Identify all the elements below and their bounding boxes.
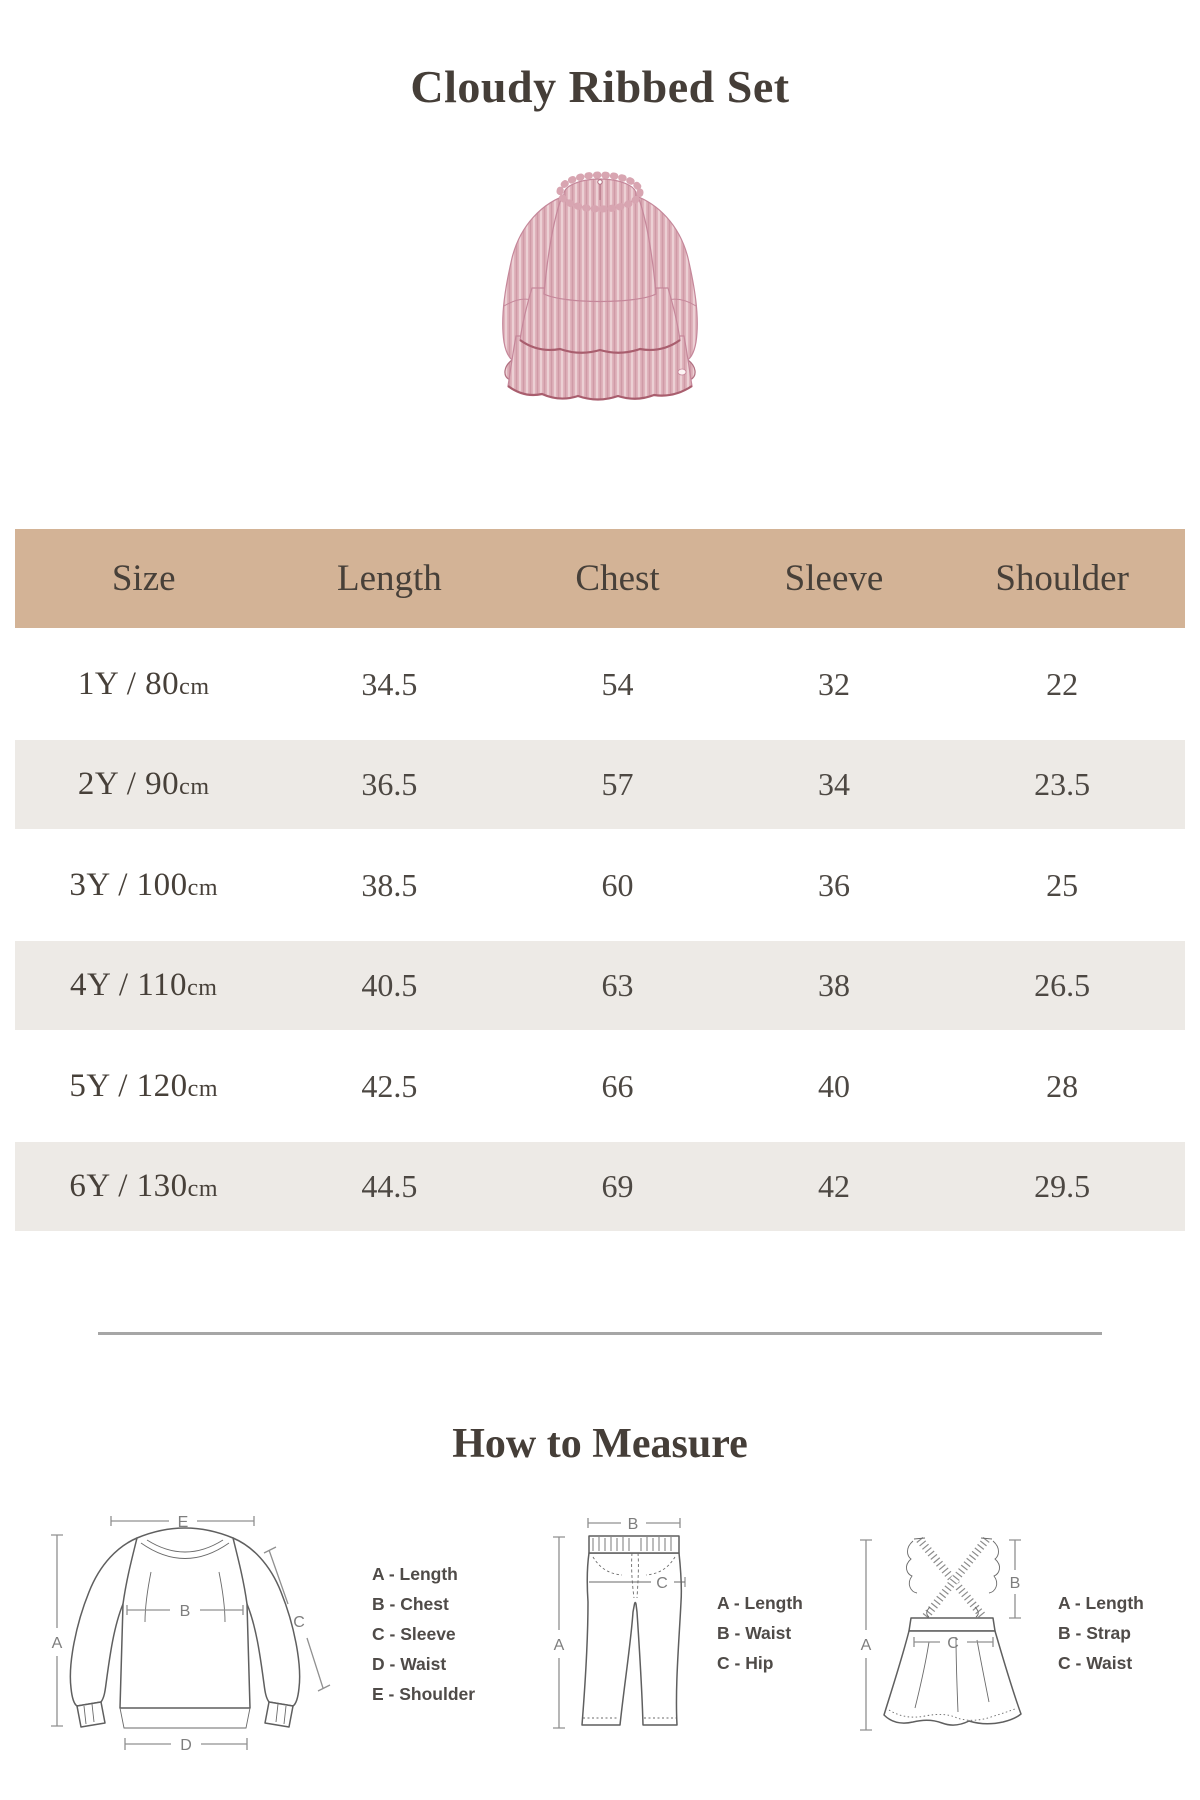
column-header-sleeve: Sleeve bbox=[784, 558, 884, 599]
size-value: 6Y / 130 bbox=[69, 1168, 188, 1204]
page-title: Cloudy Ribbed Set bbox=[410, 61, 790, 112]
table-row: 3Y / 100cm 38.5 60 36 25 bbox=[15, 829, 1185, 941]
chest-cell: 60 bbox=[601, 866, 634, 903]
size-unit: cm bbox=[179, 673, 210, 700]
shoulder-cell: 25 bbox=[1046, 866, 1079, 903]
mark-length: A bbox=[861, 1637, 872, 1654]
sleeve-cell: 34 bbox=[817, 766, 850, 802]
length-cell: 44.5 bbox=[361, 1168, 418, 1204]
pants-measure-diagram: B A C bbox=[553, 1516, 686, 1729]
size-value: 1Y / 80 bbox=[77, 665, 180, 702]
chest-cell: 54 bbox=[601, 665, 634, 702]
table-row: 6Y / 130cm 44.5 69 42 29.5 bbox=[15, 1142, 1185, 1231]
legend-item: B - Waist bbox=[717, 1623, 792, 1644]
top-measure-diagram: E A B C D bbox=[51, 1514, 331, 1754]
ribbed-top-illustration bbox=[502, 171, 698, 401]
legend-item: D - Waist bbox=[372, 1653, 447, 1674]
mark-shoulder: E bbox=[178, 1514, 189, 1531]
top-measure-legend: A - Length B - Chest C - Sleeve D - Wais… bbox=[372, 1560, 475, 1709]
length-cell: 36.5 bbox=[361, 766, 418, 802]
size-cell: 4Y / 110cm bbox=[15, 967, 272, 1004]
mark-length: A bbox=[52, 1635, 63, 1652]
mark-sleeve: C bbox=[293, 1614, 305, 1631]
table-row: 2Y / 90cm 36.5 57 34 23.5 bbox=[15, 740, 1185, 829]
size-unit: cm bbox=[187, 1075, 218, 1102]
section-divider bbox=[98, 1332, 1102, 1335]
sleeve-cell: 38 bbox=[817, 967, 850, 1003]
sweater-outline bbox=[69, 1527, 301, 1729]
size-value: 2Y / 90 bbox=[77, 766, 180, 802]
sleeve-cell: 36 bbox=[817, 866, 850, 903]
size-cell: 2Y / 90cm bbox=[15, 766, 272, 803]
size-unit: cm bbox=[187, 975, 218, 1001]
size-value: 5Y / 120 bbox=[69, 1067, 188, 1104]
column-header-chest: Chest bbox=[575, 558, 660, 599]
shoulder-cell: 29.5 bbox=[1034, 1168, 1091, 1204]
shoulder-cell: 23.5 bbox=[1034, 766, 1091, 802]
table-row: 4Y / 110cm 40.5 63 38 26.5 bbox=[15, 941, 1185, 1030]
size-unit: cm bbox=[187, 874, 218, 901]
size-table-header: Size Length Chest Sleeve Shoulder bbox=[15, 529, 1185, 628]
sleeve-cell: 42 bbox=[817, 1168, 850, 1204]
chest-cell: 57 bbox=[601, 766, 634, 802]
sleeve-cell: 32 bbox=[817, 665, 850, 702]
skirt-outline bbox=[883, 1536, 1022, 1726]
measurement-lines: E A B C D bbox=[51, 1514, 331, 1754]
size-value: 4Y / 110 bbox=[70, 967, 188, 1003]
sleeve-cell: 40 bbox=[817, 1067, 850, 1104]
shoulder-cell: 26.5 bbox=[1034, 967, 1091, 1003]
chest-cell: 63 bbox=[601, 967, 634, 1003]
legend-item: B - Strap bbox=[1058, 1623, 1131, 1644]
legend-item: A - Length bbox=[717, 1593, 803, 1614]
chest-cell: 66 bbox=[601, 1067, 634, 1104]
mark-waist: D bbox=[180, 1737, 192, 1754]
legend-item: C - Hip bbox=[717, 1652, 774, 1673]
product-image bbox=[502, 171, 698, 401]
size-cell: 5Y / 120cm bbox=[15, 1068, 272, 1105]
legend-item: C - Waist bbox=[1058, 1652, 1133, 1673]
size-cell: 1Y / 80cm bbox=[15, 666, 272, 703]
size-value: 3Y / 100 bbox=[69, 866, 188, 903]
pants-outline bbox=[581, 1535, 686, 1726]
skirt-measure-legend: A - Length B - Strap C - Waist bbox=[1058, 1589, 1144, 1678]
legend-item: A - Length bbox=[372, 1564, 458, 1585]
shoulder-cell: 28 bbox=[1046, 1067, 1079, 1104]
size-cell: 3Y / 100cm bbox=[15, 867, 272, 904]
size-unit: cm bbox=[179, 774, 210, 800]
mark-waist: C bbox=[947, 1635, 959, 1652]
size-unit: cm bbox=[187, 1176, 218, 1202]
length-cell: 42.5 bbox=[361, 1067, 418, 1104]
size-cell: 6Y / 130cm bbox=[15, 1168, 272, 1205]
legend-item: C - Sleeve bbox=[372, 1623, 456, 1644]
measurement-lines: A B C bbox=[860, 1539, 1021, 1731]
legend-item: A - Length bbox=[1058, 1593, 1144, 1614]
column-header-size: Size bbox=[111, 558, 176, 599]
shoulder-cell: 22 bbox=[1046, 665, 1079, 702]
column-header-shoulder: Shoulder bbox=[995, 558, 1129, 599]
mark-waist: B bbox=[628, 1516, 639, 1533]
measure-section-title: How to Measure bbox=[452, 1421, 748, 1467]
length-cell: 40.5 bbox=[361, 967, 418, 1003]
table-row: 5Y / 120cm 42.5 66 40 28 bbox=[15, 1030, 1185, 1142]
legend-item: E - Shoulder bbox=[372, 1683, 476, 1704]
size-table: Size Length Chest Sleeve Shoulder 1Y / 8… bbox=[15, 529, 1185, 1231]
column-header-length: Length bbox=[336, 558, 442, 599]
mark-strap: B bbox=[1010, 1575, 1021, 1592]
length-cell: 38.5 bbox=[361, 866, 418, 903]
mark-chest: B bbox=[180, 1603, 191, 1620]
legend-item: B - Chest bbox=[372, 1594, 449, 1615]
table-row: 1Y / 80cm 34.5 54 32 22 bbox=[15, 628, 1185, 740]
pants-measure-legend: A - Length B - Waist C - Hip bbox=[717, 1589, 803, 1678]
length-cell: 34.5 bbox=[361, 665, 418, 702]
skirt-measure-diagram: A B C bbox=[860, 1536, 1022, 1731]
mark-length: A bbox=[554, 1637, 565, 1654]
mark-hip: C bbox=[656, 1575, 668, 1592]
measurement-lines: B A C bbox=[553, 1516, 681, 1729]
chest-cell: 69 bbox=[601, 1168, 634, 1204]
